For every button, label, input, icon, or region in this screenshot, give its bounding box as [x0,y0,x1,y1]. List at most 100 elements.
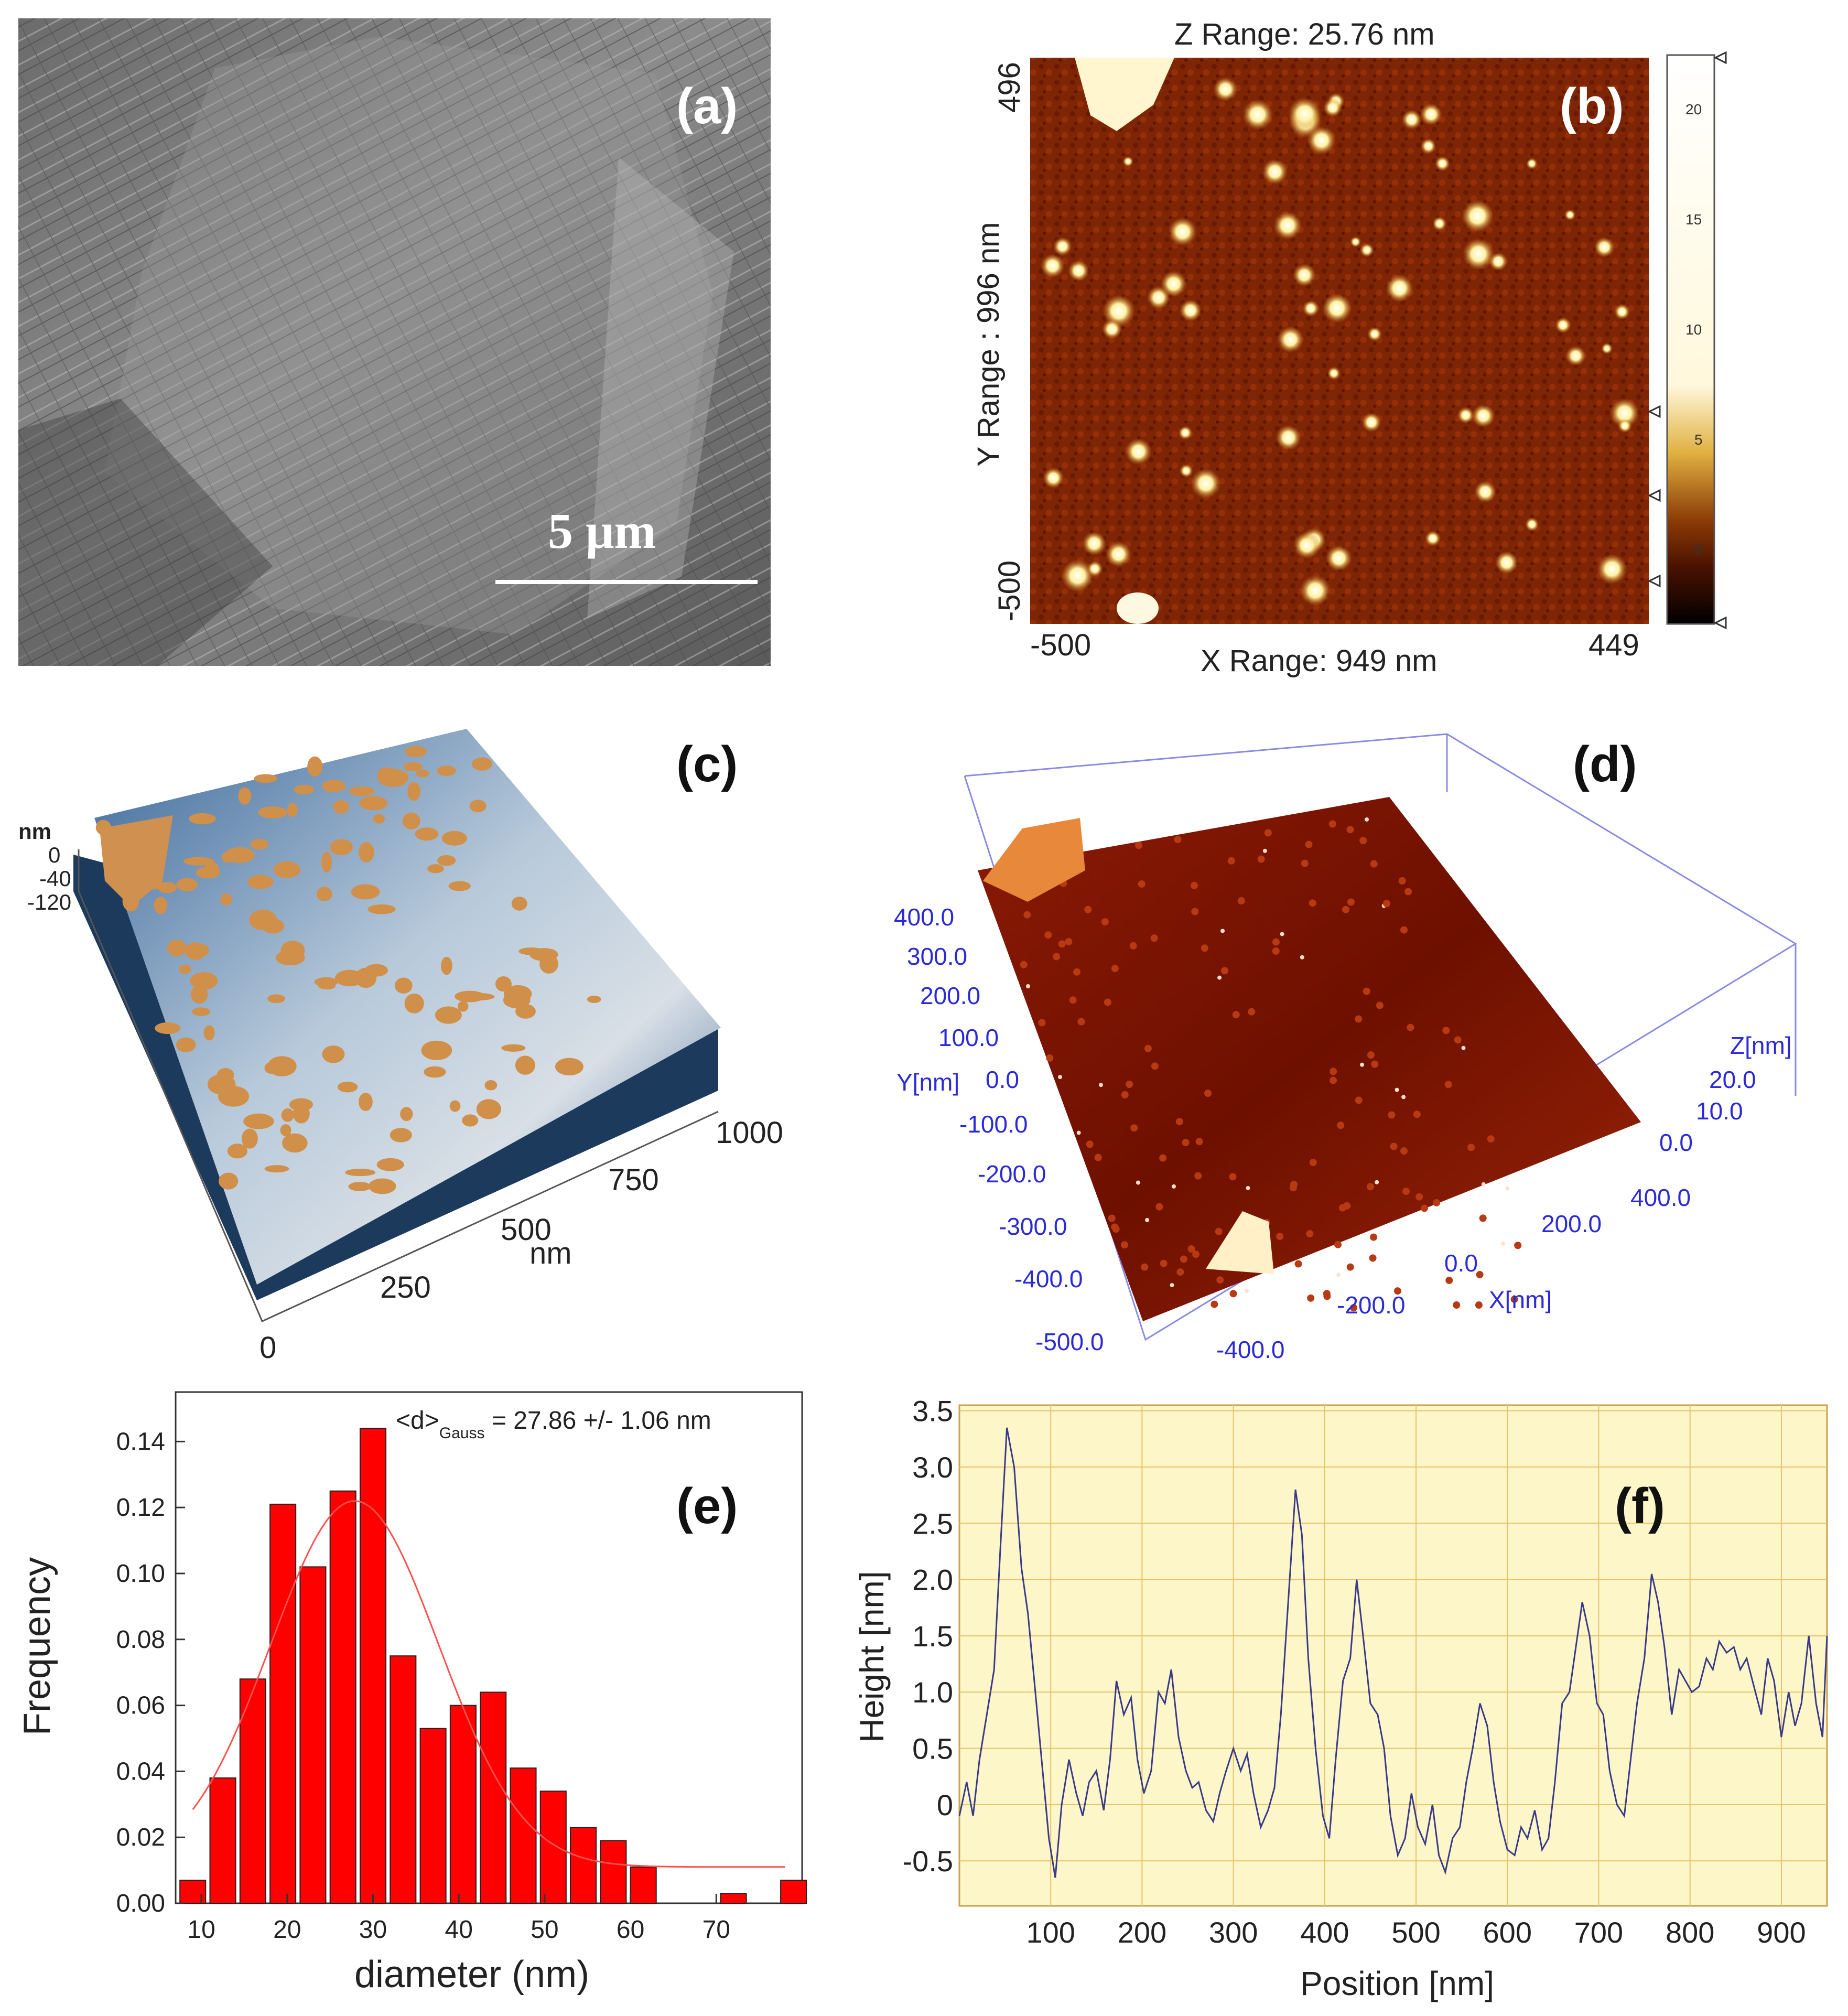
surface-peak [1360,1062,1365,1067]
colorbar-tick: 0 [1694,542,1703,558]
y-tick-label: 0.08 [116,1626,165,1654]
surface-peak [1337,1122,1345,1129]
surface-peak [1129,942,1137,950]
surface-peak [1404,888,1412,896]
y-tick-label: 3.5 [912,1395,953,1428]
surface-peak [1272,947,1280,955]
surface-peak [1366,1183,1374,1191]
afm-particle [1179,463,1193,478]
afm-particle [1564,209,1576,221]
afm-particle [1122,156,1133,167]
surface-peak [1376,1001,1384,1009]
surface-bump [179,964,191,974]
afm-particle [1601,342,1613,354]
surface-bump [321,851,332,873]
z-axis-label: Z[nm] [1730,1032,1792,1059]
surface-peak [1371,1060,1379,1068]
surface-bump [368,1178,396,1194]
surface-peak [1069,996,1077,1004]
annotation-sub: Gauss [439,1425,485,1442]
colorbar-marker-icon [1647,489,1661,502]
afm-particle [1461,200,1494,233]
surface-peak [1111,965,1119,973]
afm-particle [1618,418,1632,433]
colorbar-tick: 20 [1685,101,1702,117]
histogram-bar [359,1428,387,1904]
y-tick: -500.0 [1035,1328,1104,1355]
colorbar-marker-icon [1713,51,1727,64]
surface-peak [1229,1173,1237,1181]
z-tick: -40 [39,866,71,891]
surface-peak [1216,1276,1224,1284]
surface-peak [1150,934,1158,942]
surface-bump [390,1128,412,1142]
afm-particle [1242,99,1273,131]
surface-peak [1433,1199,1441,1206]
afm-particle [1327,366,1341,380]
surface-bump [416,770,429,778]
afm-particle [1178,425,1193,440]
surface-peak [1500,1241,1505,1246]
surface-peak [1461,1045,1466,1050]
histogram-bar [720,1893,747,1904]
surface-bump [321,780,346,792]
surface-bump [191,985,208,1004]
y-tick-label: 0.02 [116,1824,165,1851]
surface-peak [1174,836,1182,844]
surface-peak [1086,1140,1094,1148]
surface-peak [1046,1054,1054,1062]
surface-peak [1300,955,1304,960]
surface-peak [1112,1225,1120,1233]
histogram-bar [209,1777,236,1904]
surface-peak [1201,944,1208,952]
surface-peak [1487,1135,1495,1143]
histogram-bar [390,1655,417,1904]
histogram-bar [239,1678,266,1904]
surface-bump [185,942,207,960]
surface-peak [1367,1051,1375,1059]
surface-bump [220,893,232,905]
histogram-bar [179,1879,207,1904]
afm-particle [1565,346,1586,366]
surface-bump [227,1144,248,1159]
histogram-bar [449,1705,477,1904]
afm-height-map [1030,58,1649,624]
x-tick-label: 500 [1391,1916,1440,1949]
surface-bump [511,897,527,911]
y-tick-label: 0.5 [912,1732,953,1765]
surface-bump [221,851,235,863]
x-axis-ticks: 100 200 300 400 500 600 700 800 900 [1026,1916,1806,1949]
surface-bump [281,1108,294,1122]
height-profile-line [958,1427,1828,1878]
surface-bump [258,806,287,819]
surface-bump [289,1098,314,1111]
surface-peak [1182,1139,1190,1147]
surface-peak [1073,968,1081,976]
y-tick-label: 3.0 [912,1451,953,1484]
afm-particle [1359,243,1374,257]
surface-peak [1370,860,1378,868]
surface-bump [437,855,456,866]
surface-peak [1058,1075,1063,1080]
surface-bump [394,977,413,994]
surface-peak [1444,1081,1452,1088]
surface-peak [1155,1203,1163,1211]
scale-bar [495,580,758,584]
surface-bump [376,1158,404,1171]
surface-peak [1272,938,1280,946]
surface-bump [501,1044,526,1052]
afm-particle [1495,551,1518,575]
surface-bump [264,1165,289,1173]
surface-peak [1065,938,1073,946]
surface-bump [316,887,332,901]
x-max-label: 449 [1588,628,1639,662]
x-tick-label: 60 [617,1916,644,1944]
colorbar-tick: 10 [1685,321,1702,338]
surface-bump [219,1172,239,1190]
x-tick-label: 300 [1209,1916,1258,1949]
surface-peak [1290,1180,1298,1188]
histogram-bar [419,1728,447,1904]
afm-particle [1179,299,1202,322]
surface-peak [1365,817,1369,822]
surface-peak [1145,1217,1150,1222]
